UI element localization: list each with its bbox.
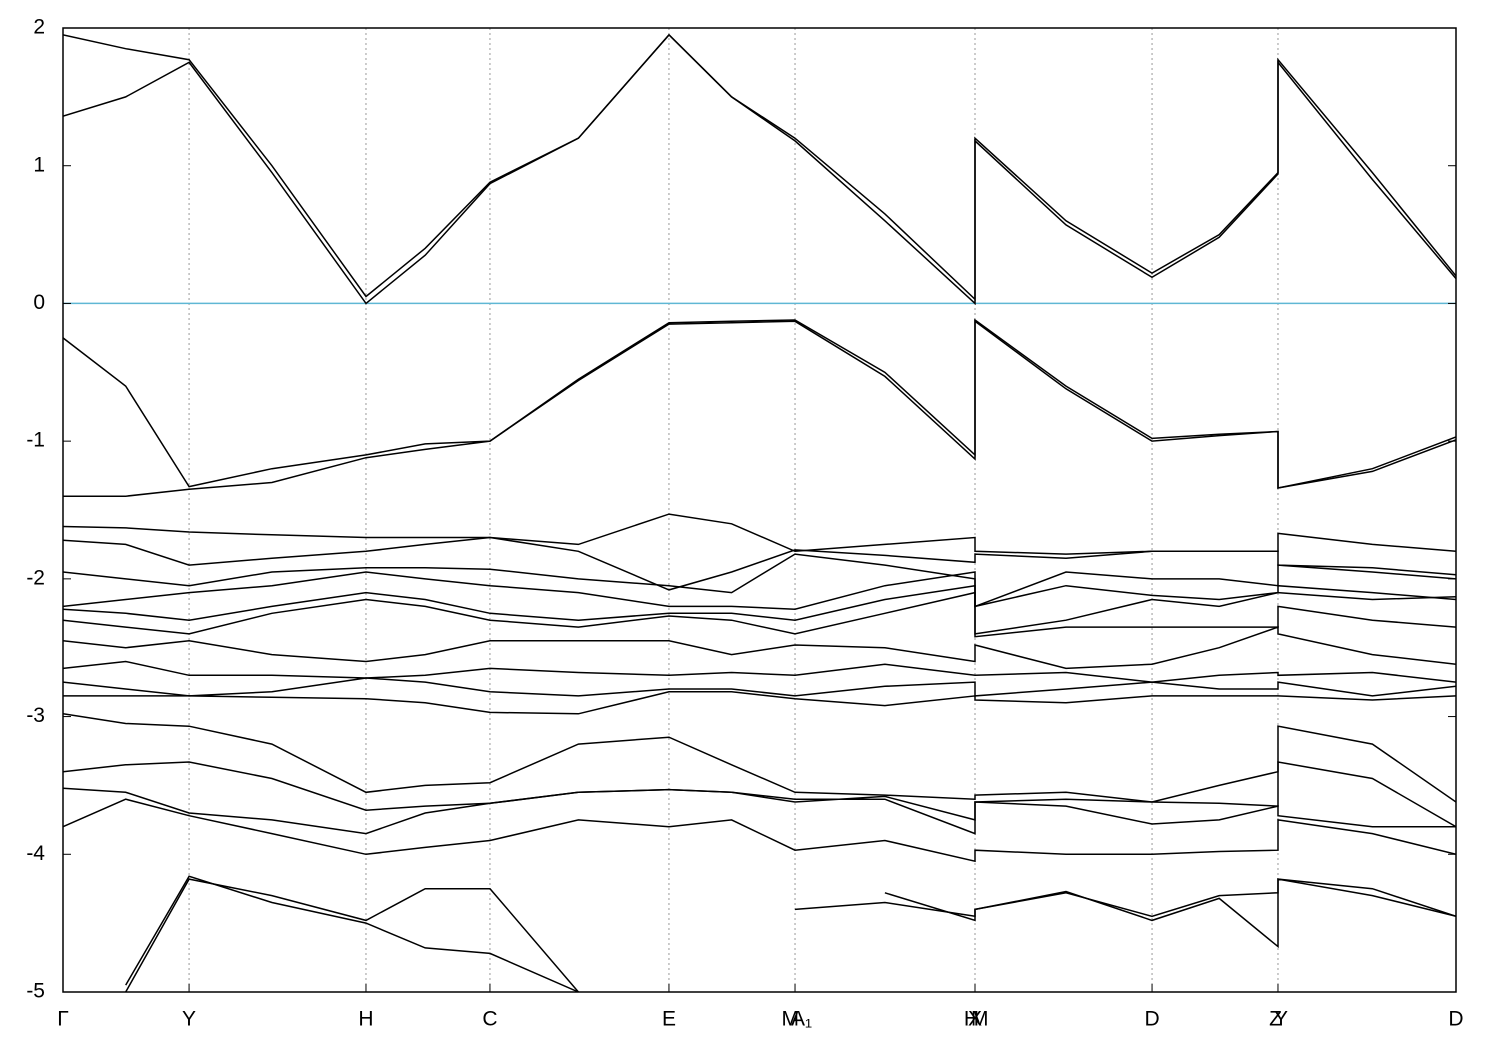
y-tick-label: -5 xyxy=(26,980,45,1003)
x-tick-label: D xyxy=(1448,1008,1463,1031)
y-tick-label: 1 xyxy=(33,153,45,176)
x-tick-label: A₁ xyxy=(791,1008,812,1031)
band-line xyxy=(63,553,1456,608)
band-line xyxy=(63,626,1456,670)
band-line xyxy=(63,591,1456,638)
x-tick-label: Γ xyxy=(57,1008,69,1031)
x-tick-label: D xyxy=(1144,1008,1159,1031)
plot-frame xyxy=(62,27,1457,993)
x-tick-label: C xyxy=(482,1008,497,1031)
band-line xyxy=(63,713,1456,803)
band-line xyxy=(63,761,1456,828)
y-tick-label: 2 xyxy=(33,16,45,39)
band-line xyxy=(125,875,1456,992)
band-line xyxy=(63,660,1456,683)
band-line xyxy=(63,798,1456,863)
x-tick-label: M xyxy=(971,1008,989,1031)
band-line xyxy=(63,513,1456,555)
y-tick-label: 0 xyxy=(33,291,45,314)
band-line xyxy=(63,318,1456,489)
y-tick-label: -1 xyxy=(26,429,45,452)
x-tick-label: M xyxy=(782,1008,800,1031)
x-tick-label: H xyxy=(964,1008,979,1031)
band-line xyxy=(125,878,1456,992)
band-line xyxy=(63,571,1456,610)
x-tick-label: Z xyxy=(1269,1008,1282,1031)
band-line xyxy=(63,787,1456,835)
band-line xyxy=(63,536,1456,591)
band-line xyxy=(63,319,1456,497)
band-line xyxy=(63,677,1456,697)
y-tick-label: -3 xyxy=(26,704,45,727)
y-tick-label: -2 xyxy=(26,566,45,589)
band-line xyxy=(63,33,1456,302)
band-line xyxy=(63,584,1456,635)
y-tick-label: -4 xyxy=(26,842,45,865)
x-tick-label: Y xyxy=(1274,1008,1288,1031)
x-tick-label: X xyxy=(968,1008,982,1031)
band-line xyxy=(63,33,1456,306)
x-tick-label: Y xyxy=(182,1008,196,1031)
band-line xyxy=(63,691,1456,715)
x-tick-label: E xyxy=(662,1008,676,1031)
x-tick-label: H xyxy=(358,1008,373,1031)
